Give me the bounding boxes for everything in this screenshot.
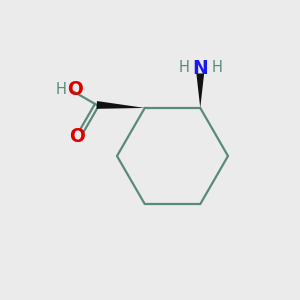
- Text: O: O: [69, 128, 85, 146]
- Polygon shape: [196, 74, 204, 108]
- Text: O: O: [67, 80, 83, 99]
- Polygon shape: [97, 101, 145, 109]
- Text: H: H: [211, 60, 222, 75]
- Text: N: N: [192, 59, 208, 78]
- Text: H: H: [56, 82, 67, 98]
- Text: H: H: [178, 60, 189, 75]
